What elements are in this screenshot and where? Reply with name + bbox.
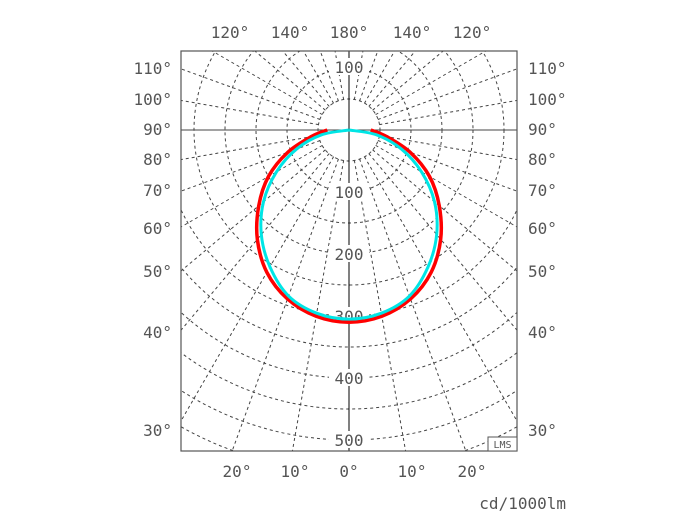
angle-label-left: 40° [143, 323, 172, 342]
angle-label-left: 90° [143, 120, 172, 139]
angle-label-left: 70° [143, 181, 172, 200]
angle-label-right: 70° [528, 181, 557, 200]
grid-radial-line [379, 99, 517, 126]
angle-label-bottom: 10° [398, 462, 427, 481]
grid-radial-line [181, 156, 335, 422]
radial-tick-label: 400 [335, 369, 364, 388]
angle-label-top: 120° [211, 23, 250, 42]
angle-label-left: 30° [143, 421, 172, 440]
logo-box [487, 436, 518, 452]
grid-radial-line [181, 68, 321, 120]
grid-radial-line [319, 51, 339, 102]
grid-radial-line [359, 51, 379, 102]
tick-label-bg [329, 183, 369, 200]
grid-radial-line [231, 158, 339, 451]
tick-label-bg [329, 245, 369, 262]
grid-radial-line [181, 153, 330, 331]
angle-label-top: 180° [330, 23, 369, 42]
grid-radial-line [282, 51, 330, 107]
grid-radial-line [379, 134, 517, 161]
radial-tick-label: 100 [335, 183, 364, 202]
angle-label-bottom: 10° [281, 462, 310, 481]
grid-radial-line [211, 51, 323, 116]
radial-tick-label: 200 [335, 245, 364, 264]
grid-radial-line [353, 51, 364, 100]
grid-radial-line [375, 51, 487, 116]
angle-label-left: 50° [143, 262, 172, 281]
grid-radial-line [363, 156, 517, 422]
intensity-curve-1 [254, 128, 444, 324]
angle-label-top: 120° [453, 23, 492, 42]
grid-radial-line [181, 149, 326, 272]
angle-label-right: 50° [528, 262, 557, 281]
angle-label-left: 60° [143, 219, 172, 238]
angle-label-right: 60° [528, 219, 557, 238]
grid-radial-line [181, 144, 323, 228]
angle-label-right: 30° [528, 421, 557, 440]
grid-radial-line [375, 144, 517, 228]
unit-label: cd/1000lm [479, 494, 566, 513]
angle-label-bottom: 20° [223, 462, 252, 481]
angle-label-right: 40° [528, 323, 557, 342]
grid-radial-line [359, 158, 467, 451]
grid-radial-line [302, 51, 335, 104]
logo-lms: LMS [493, 440, 511, 451]
grid-radial-line [181, 99, 319, 126]
grid-radial-line [181, 134, 319, 161]
angle-label-top: 140° [393, 23, 432, 42]
angle-label-top: 140° [271, 23, 310, 42]
angle-label-bottom: 20° [458, 462, 487, 481]
intensity-curve-2 [259, 128, 439, 321]
angle-label-right: 110° [528, 59, 567, 78]
grid-radial-line [334, 51, 345, 100]
angle-label-bottom: 0° [339, 462, 358, 481]
angle-label-right: 80° [528, 150, 557, 169]
angle-label-left: 80° [143, 150, 172, 169]
grid-radial-line [377, 68, 517, 120]
angle-label-left: 100° [133, 90, 172, 109]
radial-tick-label: 500 [335, 431, 364, 450]
tick-label-bg [329, 58, 369, 75]
plot-frame [180, 50, 518, 452]
angle-label-left: 110° [133, 59, 172, 78]
grid-radial-line [368, 153, 517, 331]
angle-label-right: 90° [528, 120, 557, 139]
radial-tick-label-upper: 100 [335, 58, 364, 77]
grid-radial-line [291, 160, 345, 451]
grid-radial-line [368, 51, 416, 107]
angle-label-right: 100° [528, 90, 567, 109]
tick-label-bg [329, 431, 369, 448]
grid-radial-line [372, 149, 517, 272]
grid-radial-line [363, 51, 396, 104]
grid-radial-line [353, 160, 407, 451]
tick-label-bg [329, 369, 369, 386]
